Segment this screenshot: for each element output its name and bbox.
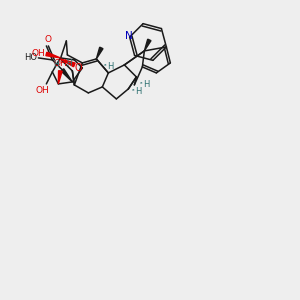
Text: O: O — [45, 35, 52, 44]
Polygon shape — [144, 39, 151, 51]
Polygon shape — [61, 69, 72, 82]
Text: HO: HO — [24, 53, 37, 62]
Polygon shape — [60, 59, 75, 67]
Text: '': '' — [131, 88, 135, 94]
Polygon shape — [46, 52, 60, 58]
Text: N: N — [125, 31, 133, 41]
Polygon shape — [96, 47, 103, 59]
Text: H: H — [107, 62, 113, 71]
Text: H: H — [135, 87, 142, 96]
Text: '': '' — [140, 81, 143, 87]
Text: OH: OH — [53, 59, 67, 68]
Text: H: H — [143, 80, 149, 89]
Text: OH: OH — [35, 86, 49, 95]
Text: H: H — [67, 59, 72, 68]
Text: OH: OH — [32, 50, 45, 58]
Text: O: O — [74, 63, 82, 73]
Text: '': '' — [103, 63, 107, 69]
Polygon shape — [58, 70, 62, 84]
Text: H: H — [53, 60, 59, 69]
